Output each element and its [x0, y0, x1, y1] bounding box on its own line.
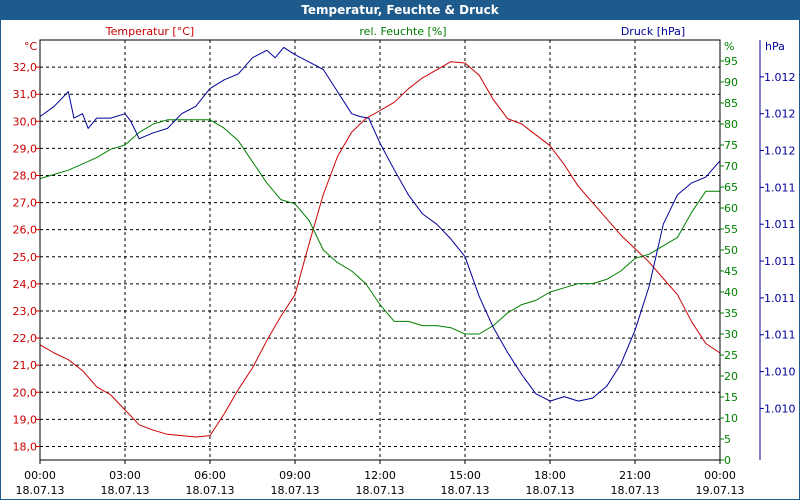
- temperature-tick-label: 26,0: [13, 224, 38, 237]
- window-title: Temperatur, Feuchte & Druck: [0, 0, 800, 20]
- pressure-tick-label: 1.011: [764, 181, 796, 194]
- humidity-tick-label: 60: [724, 202, 738, 215]
- temperature-tick-label: 31,0: [13, 88, 38, 101]
- pressure-tick-label: 1.012: [764, 108, 796, 121]
- pressure-tick-label: 1.010: [764, 402, 796, 415]
- humidity-tick-label: 35: [724, 307, 738, 320]
- pressure-axis: 1.010 1.010 1.011 1.011 1.011 1.011 1.011 1.012…: [759, 40, 796, 460]
- temperature-unit-label: °C: [24, 40, 38, 53]
- time-tick-label: 00:00: [704, 469, 736, 482]
- time-tick-label: 12:00: [364, 469, 396, 482]
- humidity-tick-label: 20: [724, 370, 738, 383]
- humidity-tick-label: 15: [724, 391, 738, 404]
- humidity-tick-label: 95: [724, 55, 738, 68]
- time-tick-label: 18:00: [534, 469, 566, 482]
- time-tick-label: 03:00: [109, 469, 141, 482]
- date-tick-label: 18.07.13: [186, 484, 235, 497]
- grid-lines: [40, 40, 720, 460]
- date-tick-label: 18.07.13: [611, 484, 660, 497]
- humidity-line: [39, 119, 720, 335]
- pressure-unit-label: hPa: [765, 40, 785, 53]
- temperature-tick-label: 23,0: [13, 305, 38, 318]
- temperature-tick-label: 20,0: [13, 386, 38, 399]
- humidity-axis: 0 5 10 15 20 25 30 35 40 45 50 55 60 65 70 75 80 85 90 95: [720, 55, 738, 467]
- temperature-tick-label: 25,0: [13, 251, 38, 264]
- date-tick-label: 18.07.13: [526, 484, 575, 497]
- humidity-tick-label: 0: [724, 454, 731, 467]
- humidity-tick-label: 30: [724, 328, 738, 341]
- pressure-tick-label: 1.012: [764, 71, 796, 84]
- date-tick-label: 18.07.13: [101, 484, 150, 497]
- date-tick-label: 18.07.13: [356, 484, 405, 497]
- pressure-tick-label: 1.011: [764, 255, 796, 268]
- humidity-tick-label: 25: [724, 349, 738, 362]
- pressure-tick-label: 1.012: [764, 145, 796, 158]
- date-tick-label: 18.07.13: [271, 484, 320, 497]
- pressure-tick-label: 1.011: [764, 292, 796, 305]
- temperature-tick-label: 22,0: [13, 332, 38, 345]
- time-tick-label: 00:00: [24, 469, 56, 482]
- temperature-tick-label: 28,0: [13, 169, 38, 182]
- humidity-tick-label: 45: [724, 265, 738, 278]
- humidity-tick-label: 70: [724, 160, 738, 173]
- legend-temperature: Temperatur [°C]: [105, 25, 194, 38]
- temperature-tick-label: 32,0: [13, 61, 38, 74]
- date-tick-label: 18.07.13: [16, 484, 65, 497]
- series-layer: [39, 46, 721, 438]
- temperature-tick-label: 19,0: [13, 413, 38, 426]
- temperature-tick-label: 29,0: [13, 142, 38, 155]
- time-tick-label: 21:00: [619, 469, 651, 482]
- temperature-tick-label: 21,0: [13, 359, 38, 372]
- humidity-tick-label: 80: [724, 118, 738, 131]
- time-axis: 00:00 18.07.13 03:00 18.07.13 06:00 18.07.13 0…: [16, 460, 745, 497]
- humidity-tick-label: 90: [724, 76, 738, 89]
- legend-pressure: Druck [hPa]: [621, 25, 685, 38]
- temperature-axis: 18,0 19,0 20,0 21,0 22,0 23,0 24,0 25,0 26,0 27,0…: [13, 61, 40, 453]
- humidity-tick-label: 5: [724, 433, 731, 446]
- humidity-unit-label: %: [724, 40, 734, 53]
- temperature-tick-label: 18,0: [13, 440, 38, 453]
- humidity-tick-label: 10: [724, 412, 738, 425]
- time-tick-label: 15:00: [449, 469, 481, 482]
- date-tick-label: 18.07.13: [441, 484, 490, 497]
- temperature-tick-label: 27,0: [13, 197, 38, 210]
- humidity-tick-label: 65: [724, 181, 738, 194]
- humidity-tick-label: 55: [724, 223, 738, 236]
- temperature-line: [39, 61, 721, 438]
- humidity-tick-label: 85: [724, 97, 738, 110]
- date-tick-label: 19.07.13: [696, 484, 745, 497]
- humidity-tick-label: 40: [724, 286, 738, 299]
- pressure-tick-label: 1.011: [764, 218, 796, 231]
- time-tick-label: 09:00: [279, 469, 311, 482]
- pressure-line: [39, 46, 721, 402]
- legend-humidity: rel. Feuchte [%]: [359, 25, 446, 38]
- temperature-tick-label: 30,0: [13, 115, 38, 128]
- pressure-tick-label: 1.011: [764, 329, 796, 342]
- humidity-tick-label: 75: [724, 139, 738, 152]
- time-tick-label: 06:00: [194, 469, 226, 482]
- humidity-tick-label: 50: [724, 244, 738, 257]
- pressure-tick-label: 1.010: [764, 366, 796, 379]
- temperature-tick-label: 24,0: [13, 278, 38, 291]
